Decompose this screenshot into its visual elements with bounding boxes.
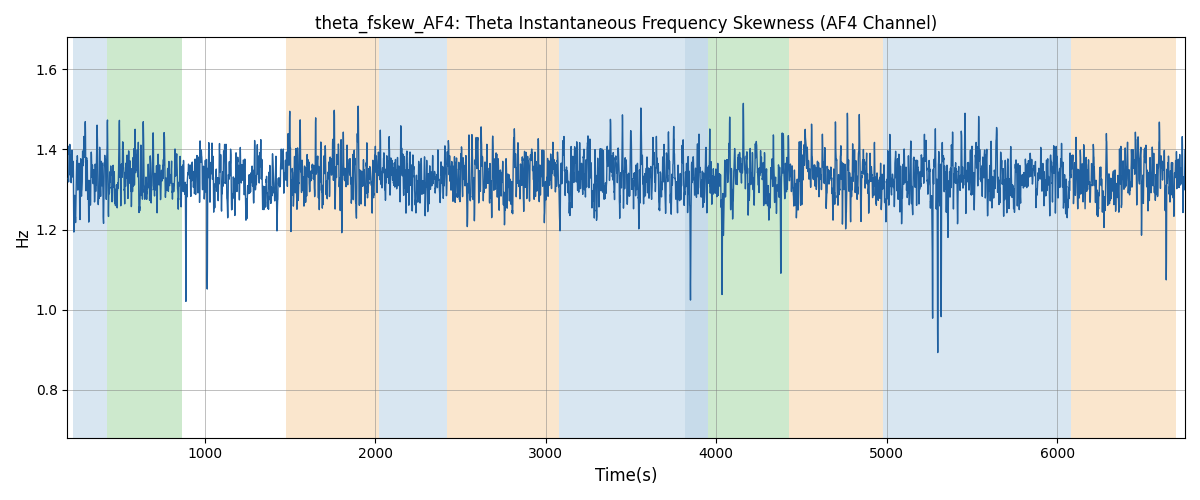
Y-axis label: Hz: Hz <box>16 228 30 248</box>
X-axis label: Time(s): Time(s) <box>595 467 658 485</box>
Bar <box>287 38 378 438</box>
Bar <box>108 38 182 438</box>
Bar <box>559 38 685 438</box>
Title: theta_fskew_AF4: Theta Instantaneous Frequency Skewness (AF4 Channel): theta_fskew_AF4: Theta Instantaneous Fre… <box>316 15 937 34</box>
Bar <box>685 38 708 438</box>
Bar <box>73 38 108 438</box>
Bar <box>790 38 827 438</box>
Bar <box>883 38 1020 438</box>
Bar <box>708 38 790 438</box>
Bar <box>827 38 883 438</box>
Bar <box>1070 38 1176 438</box>
Bar <box>378 38 446 438</box>
Bar <box>446 38 559 438</box>
Bar <box>1020 38 1070 438</box>
